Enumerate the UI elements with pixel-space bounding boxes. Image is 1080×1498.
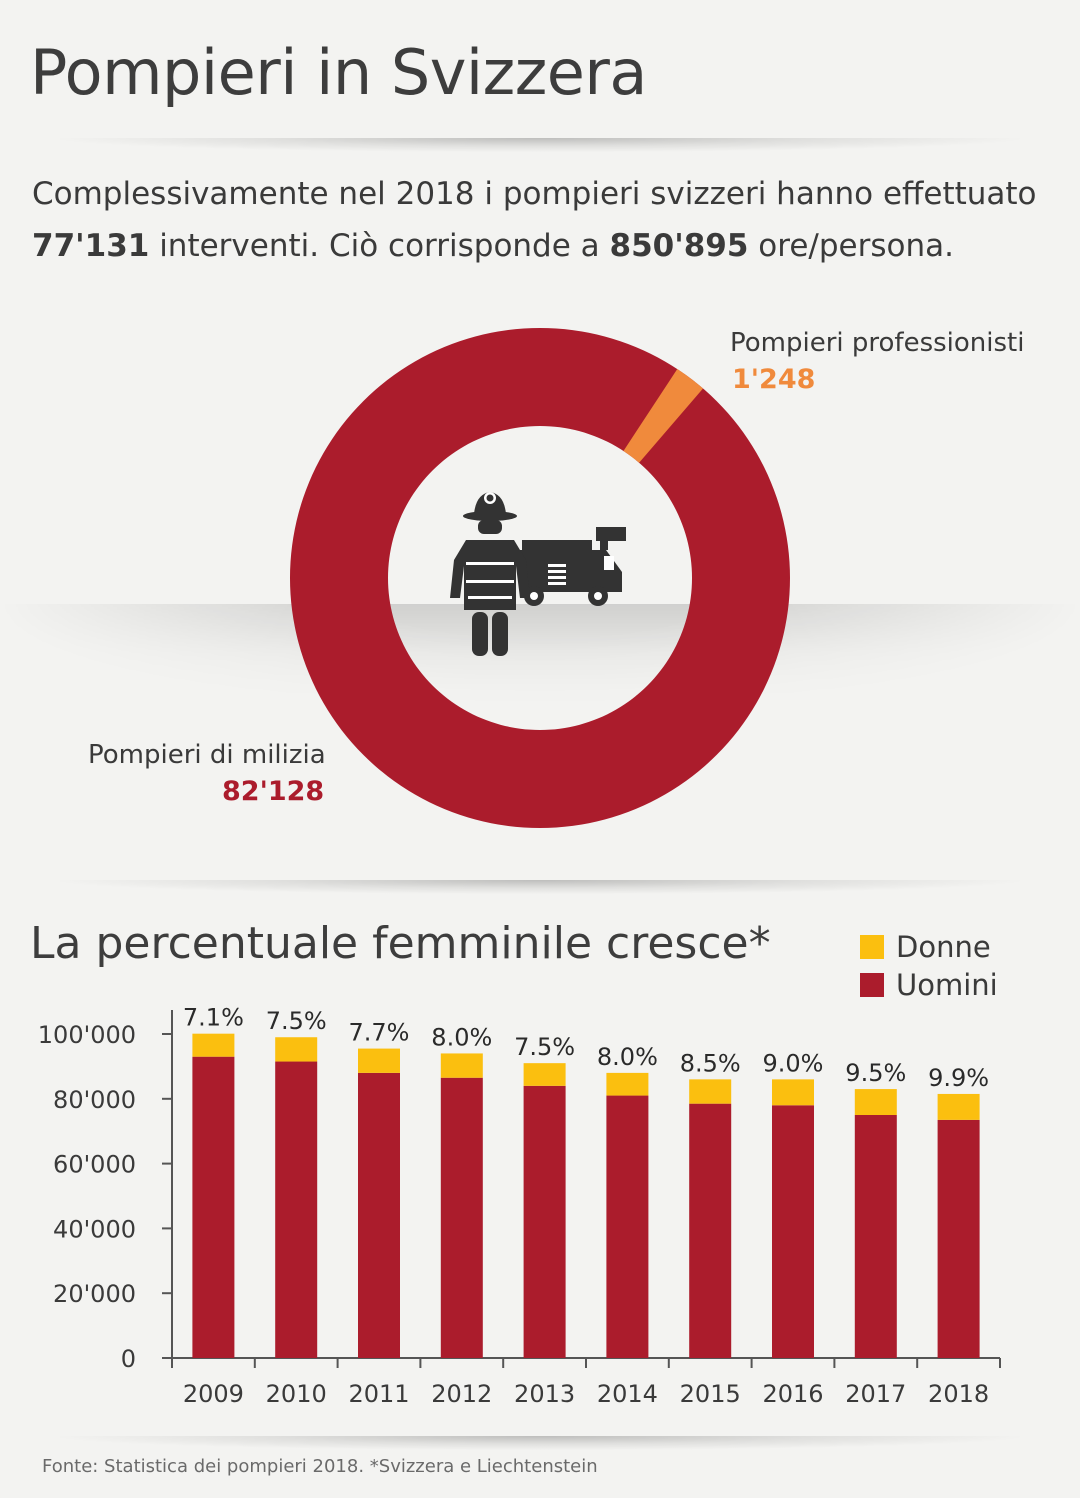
data-label-2018: 9.9% — [928, 1064, 989, 1092]
bar-donne-2015 — [689, 1079, 732, 1104]
x-tick-label-2012: 2012 — [431, 1380, 492, 1408]
interventions-count: 77'131 — [32, 228, 150, 264]
y-tick-label: 80'000 — [53, 1086, 136, 1114]
donut-chart — [289, 328, 790, 828]
bar-uomini-2017 — [854, 1115, 897, 1358]
bar-uomini-2018 — [937, 1119, 980, 1358]
legend-label-donne: Donne — [896, 930, 991, 964]
donut-slice-professional — [623, 369, 704, 463]
bar-donne-2017 — [854, 1089, 897, 1115]
bar-chart-title: La percentuale femminile cresce* — [30, 918, 771, 969]
data-label-2016: 9.0% — [763, 1049, 824, 1077]
bar-donne-2014 — [606, 1072, 649, 1096]
data-label-2014: 8.0% — [597, 1043, 658, 1071]
hours-count: 850'895 — [609, 228, 749, 264]
bar-donne-2018 — [937, 1093, 980, 1120]
data-label-2015: 8.5% — [680, 1049, 741, 1077]
bar-uomini-2010 — [275, 1061, 318, 1358]
bar-uomini-2011 — [358, 1072, 400, 1358]
bar-uomini-2013 — [523, 1085, 566, 1358]
data-label-2010: 7.5% — [266, 1007, 327, 1035]
bar-donne-2016 — [772, 1079, 814, 1106]
bar-uomini-2014 — [606, 1095, 649, 1358]
bar-uomini-2015 — [689, 1103, 732, 1358]
x-tick-label-2013: 2013 — [514, 1380, 575, 1408]
data-label-2017: 9.5% — [845, 1059, 906, 1087]
legend-item-uomini: Uomini — [860, 966, 998, 1004]
data-label-2012: 8.0% — [431, 1023, 492, 1051]
bar-uomini-2016 — [772, 1105, 814, 1358]
bar-donne-2009 — [192, 1033, 235, 1057]
section-divider — [60, 880, 1020, 894]
firefighter-truck-icon — [450, 492, 626, 656]
bar-donne-2013 — [523, 1063, 566, 1086]
source-note: Fonte: Statistica dei pompieri 2018. *Sv… — [42, 1456, 598, 1477]
y-tick-label: 20'000 — [53, 1280, 136, 1308]
x-tick-label-2010: 2010 — [266, 1380, 327, 1408]
donut-shadow — [0, 604, 1080, 714]
y-tick-label: 40'000 — [53, 1215, 136, 1243]
x-tick-label-2011: 2011 — [348, 1380, 409, 1408]
donut-slice-militia — [289, 328, 790, 828]
data-label-2013: 7.5% — [514, 1033, 575, 1061]
legend-label-uomini: Uomini — [896, 968, 998, 1002]
professional-label: Pompieri professionisti — [730, 328, 1025, 358]
y-tick-label: 60'000 — [53, 1151, 136, 1179]
professional-value: 1'248 — [732, 364, 816, 395]
data-label-2011: 7.7% — [349, 1019, 410, 1047]
data-label-2009: 7.1% — [183, 1004, 244, 1032]
footer-divider — [60, 1436, 1020, 1450]
legend-item-donne: Donne — [860, 928, 998, 966]
militia-label: Pompieri di milizia — [88, 740, 326, 770]
x-tick-label-2014: 2014 — [597, 1380, 658, 1408]
x-tick-label-2009: 2009 — [183, 1380, 244, 1408]
bar-donne-2012 — [440, 1053, 483, 1078]
summary-text: Complessivamente nel 2018 i pompieri svi… — [32, 176, 1037, 264]
page-title: Pompieri in Svizzera — [30, 36, 647, 109]
x-tick-label-2015: 2015 — [680, 1380, 741, 1408]
title-divider — [60, 138, 1020, 152]
militia-value: 82'128 — [222, 776, 325, 807]
x-tick-label-2017: 2017 — [845, 1380, 906, 1408]
y-tick-label: 0 — [121, 1345, 136, 1373]
legend-swatch-donne — [860, 935, 884, 959]
bar-donne-2011 — [358, 1048, 400, 1073]
bar-chart: 0 20'000 40'000 60'000 80'000 100'000 7.1% 2009… — [38, 1004, 1001, 1408]
bar-donne-2010 — [275, 1037, 318, 1062]
bar-uomini-2012 — [440, 1077, 483, 1358]
y-tick-label: 100'000 — [38, 1021, 136, 1049]
bar-uomini-2009 — [192, 1056, 235, 1358]
bar-legend: Donne Uomini — [860, 928, 998, 1004]
legend-swatch-uomini — [860, 973, 884, 997]
x-tick-label-2018: 2018 — [928, 1380, 989, 1408]
x-tick-label-2016: 2016 — [762, 1380, 823, 1408]
